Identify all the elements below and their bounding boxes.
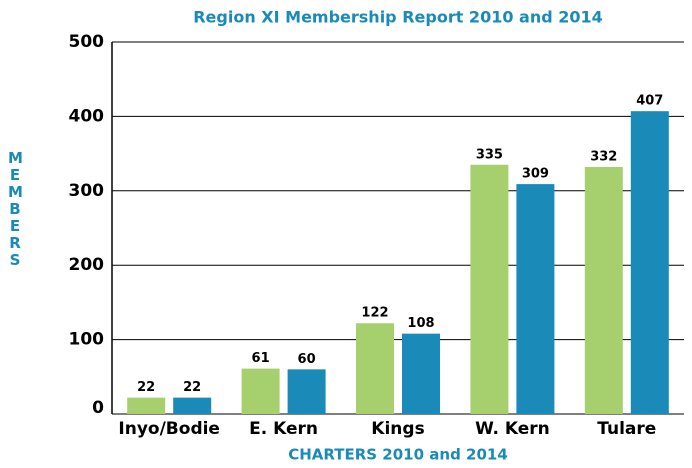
- value-label: 108: [407, 316, 434, 331]
- bar: [516, 184, 555, 414]
- value-label: 335: [476, 147, 503, 162]
- bar: [584, 166, 623, 414]
- y-tick-label: 500: [69, 32, 105, 52]
- y-tick-label: 200: [69, 255, 105, 275]
- y-tick-label: 100: [69, 330, 105, 350]
- bar: [356, 323, 394, 414]
- x-tick-label: W. Kern: [475, 419, 550, 439]
- y-tick-label: 300: [69, 181, 105, 201]
- bar: [287, 369, 326, 414]
- y-tick-label: 400: [69, 106, 105, 126]
- x-axis-label: CHARTERS 2010 and 2014: [288, 446, 508, 464]
- y-axis-label: MEMBERS: [8, 149, 23, 269]
- bar: [127, 397, 166, 414]
- x-tick-label: Kings: [371, 419, 424, 439]
- value-label: 22: [137, 380, 155, 395]
- x-tick-label: E. Kern: [249, 419, 318, 439]
- value-label: 122: [361, 306, 388, 321]
- y-tick-label: 0: [92, 398, 104, 418]
- bar: [470, 164, 509, 414]
- bar: [173, 397, 212, 414]
- value-label: 332: [590, 149, 617, 164]
- value-label: 309: [522, 167, 549, 182]
- x-tick-label: Inyo/Bodie: [118, 419, 220, 439]
- chart-title: Region XI Membership Report 2010 and 201…: [193, 8, 603, 27]
- bar: [241, 368, 280, 414]
- x-tick-label: Tulare: [597, 419, 656, 439]
- value-label: 407: [636, 94, 663, 109]
- value-label: 61: [252, 351, 270, 366]
- bar: [402, 333, 440, 414]
- bar: [630, 111, 669, 414]
- value-label: 60: [298, 352, 316, 367]
- value-label: 22: [183, 380, 201, 395]
